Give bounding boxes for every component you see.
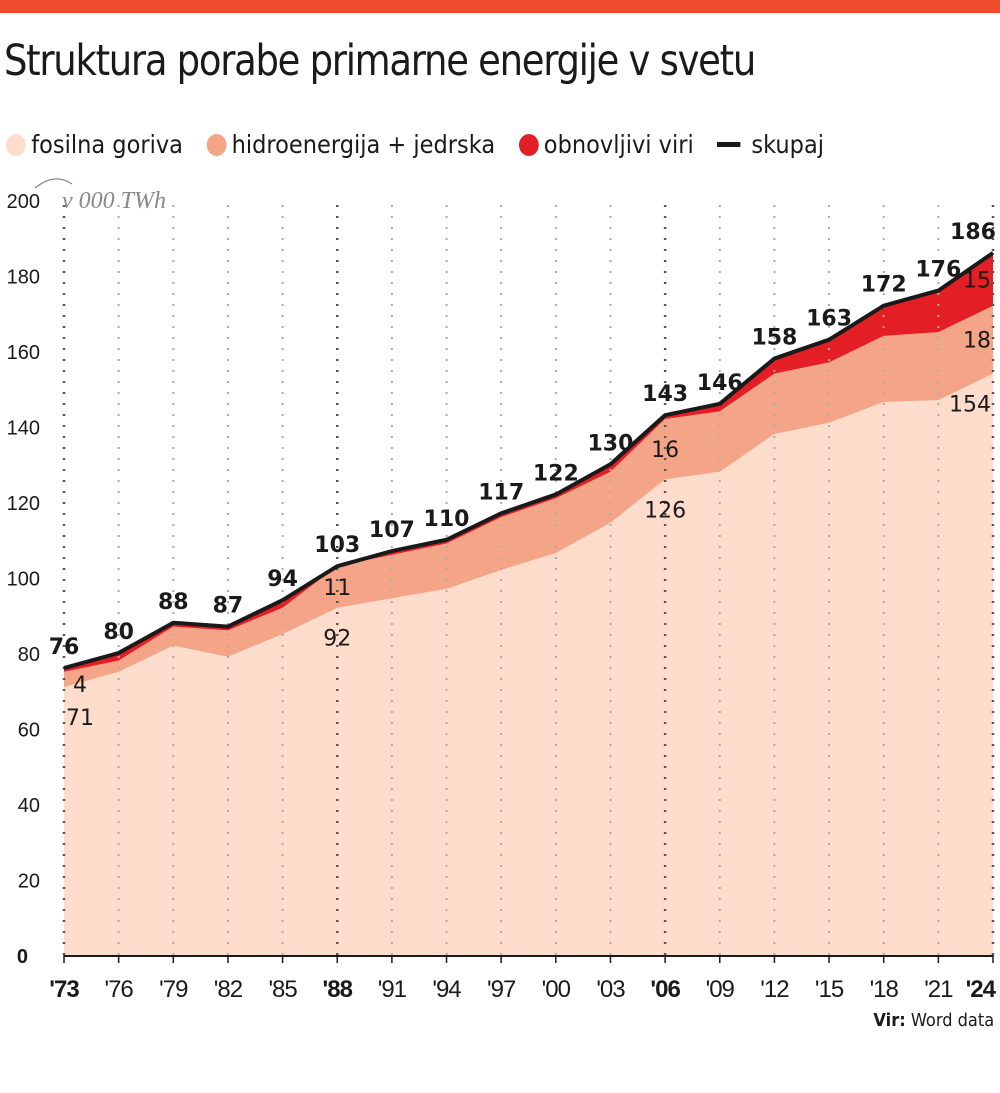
total-label: 94 <box>267 567 298 592</box>
y-tick-label: 40 <box>18 795 40 817</box>
total-label: 146 <box>697 371 743 396</box>
x-tick-label: '06 <box>650 976 680 1003</box>
x-tick-label: '91 <box>378 976 407 1003</box>
total-label: 158 <box>751 326 797 351</box>
legend-label: fosilna goriva <box>31 130 183 159</box>
unit-label: v 000 TWh <box>62 188 166 214</box>
total-label: 87 <box>213 594 244 619</box>
x-tick-label: '79 <box>159 976 188 1003</box>
data-label: 92 <box>323 627 351 652</box>
y-tick-label: 100 <box>7 569 40 591</box>
x-tick-label: '85 <box>268 976 297 1003</box>
legend-label: obnovljivi viri <box>543 130 694 159</box>
total-label: 186 <box>950 220 996 245</box>
y-tick-label: 160 <box>7 342 40 364</box>
total-label: 117 <box>478 480 524 505</box>
data-label: 18 <box>963 329 991 354</box>
total-label: 143 <box>642 382 688 407</box>
y-tick-label: 20 <box>18 871 40 893</box>
total-label: 130 <box>588 431 634 456</box>
legend-swatch <box>518 133 539 156</box>
y-tick-label: 80 <box>18 644 40 666</box>
y-tick-label: 200 <box>7 191 40 213</box>
y-tick-label: 120 <box>7 493 40 515</box>
total-line <box>63 251 995 671</box>
x-tick-label: '09 <box>706 976 735 1003</box>
x-tick-label: '94 <box>432 976 461 1003</box>
total-label: 110 <box>424 507 470 532</box>
x-tick-label: '15 <box>815 976 844 1003</box>
data-label: 71 <box>66 706 94 731</box>
data-label: 15 <box>963 268 991 293</box>
legend-label: skupaj <box>751 130 824 159</box>
x-tick-label: '76 <box>105 976 134 1003</box>
y-tick-label: 180 <box>7 267 40 289</box>
chart-title: Struktura porabe primarne energije v sve… <box>4 36 756 86</box>
legend-item: hidroenergija + jedrska <box>206 130 495 159</box>
x-tick-label: '00 <box>542 976 571 1003</box>
source-label: Vir: <box>873 1010 906 1031</box>
legend-item: skupaj <box>717 130 824 159</box>
total-label: 176 <box>915 258 961 283</box>
x-tick-label: '24 <box>966 976 997 1003</box>
x-tick-label: '21 <box>924 976 953 1003</box>
x-tick-label: '03 <box>596 976 625 1003</box>
source-note: Vir: Word data <box>873 1010 994 1031</box>
data-label: 126 <box>644 498 686 523</box>
legend-item: fosilna goriva <box>6 130 183 159</box>
area-1 <box>64 373 993 955</box>
legend: fosilna goriva hidroenergija + jedrska obn… <box>6 130 847 159</box>
x-tick-label: '82 <box>214 976 243 1003</box>
x-tick-label: '73 <box>49 976 79 1003</box>
data-label: 16 <box>651 438 679 463</box>
x-tick-label: '18 <box>870 976 899 1003</box>
source-text: Word data <box>910 1010 994 1031</box>
x-tick-label: '12 <box>760 976 789 1003</box>
x-tick-label: '97 <box>487 976 516 1003</box>
arrow-icon <box>34 178 73 189</box>
top-accent-bar <box>0 0 1000 13</box>
legend-swatch <box>6 133 26 156</box>
data-label: 154 <box>949 393 991 418</box>
data-label: 4 <box>73 673 87 698</box>
total-label: 103 <box>314 533 360 558</box>
y-tick-label: 140 <box>7 418 40 440</box>
legend-line <box>717 142 741 147</box>
legend-swatch <box>206 133 227 156</box>
total-label: 76 <box>49 635 80 660</box>
total-label: 80 <box>103 620 134 645</box>
total-label: 88 <box>158 590 189 615</box>
total-label: 163 <box>806 307 852 332</box>
total-label: 107 <box>369 518 415 543</box>
y-tick-label: 0 <box>17 946 28 968</box>
y-tick-label: 60 <box>18 720 40 742</box>
total-label: 172 <box>861 273 907 298</box>
data-label: 11 <box>323 576 351 601</box>
area-2 <box>64 305 993 687</box>
total-label: 122 <box>533 461 579 486</box>
legend-label: hidroenergija + jedrska <box>231 130 496 159</box>
legend-item: obnovljivi viri <box>518 130 694 159</box>
x-tick-label: '88 <box>323 976 353 1003</box>
